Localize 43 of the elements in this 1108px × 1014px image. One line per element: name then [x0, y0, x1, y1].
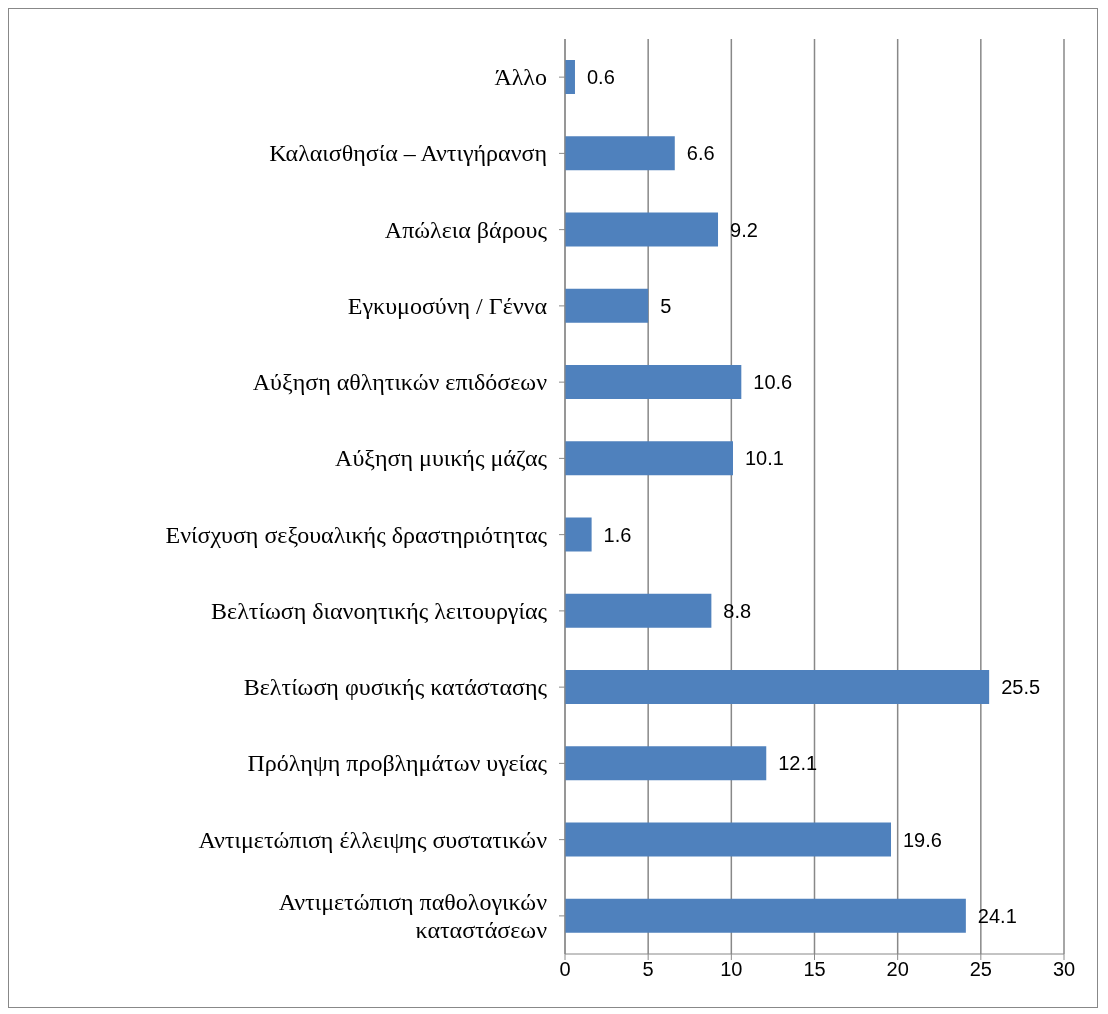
x-tick-label: 25 — [969, 958, 992, 981]
bar — [565, 746, 767, 781]
bar — [565, 288, 649, 323]
bar — [565, 898, 966, 933]
y-tick-label: Πρόληψη προβλημάτων υγείας — [247, 750, 548, 777]
y-tick-label: Καλαισθησία – Αντιγήρανση — [269, 140, 547, 167]
y-tick-label: Αντιμετώπιση παθολογικών καταστάσεων — [278, 888, 548, 943]
bar — [565, 136, 675, 171]
data-label: 0.6 — [586, 66, 615, 89]
x-tick-label: 10 — [720, 958, 743, 981]
data-label: 5 — [660, 294, 672, 317]
bar — [565, 365, 742, 399]
y-tick-label: Απώλεια βάρους — [384, 216, 548, 243]
data-label: 8.8 — [723, 599, 752, 622]
bar — [565, 441, 733, 476]
data-label: 10.1 — [745, 447, 784, 470]
x-tick-label: 15 — [803, 958, 826, 981]
data-label: 1.6 — [603, 523, 632, 546]
x-tick-label: 30 — [1052, 958, 1076, 981]
data-label: 9.2 — [730, 218, 758, 241]
bar — [565, 670, 990, 704]
y-tick-label: Αντιμετώπιση έλλειψης συστατικών — [198, 826, 548, 853]
data-label: 10.6 — [753, 371, 793, 394]
bar — [565, 517, 592, 552]
bar — [565, 212, 719, 247]
y-tick-label: Βελτίωση φυσικής κατάστασης — [243, 674, 548, 701]
x-tick-label: 0 — [559, 958, 571, 981]
bar — [565, 60, 575, 94]
y-tick-label: Εγκυμοσύνη / Γέννα — [347, 292, 548, 319]
y-tick-label: Βελτίωση διανοητικής λειτουργίας — [211, 597, 548, 624]
x-tick-label: 5 — [642, 958, 654, 981]
data-label: 12.1 — [778, 752, 818, 775]
data-label: 19.6 — [903, 828, 942, 851]
y-tick-label: Ενίσχυση σεξουαλικής δραστηριότητας — [165, 521, 548, 548]
y-tick-label: Αύξηση μυικής μάζας — [335, 445, 548, 472]
data-label: 25.5 — [1001, 676, 1041, 699]
bar — [565, 593, 712, 628]
data-label: 6.6 — [686, 142, 715, 165]
data-label: 24.1 — [977, 904, 1017, 927]
y-tick-label: Αύξηση αθλητικών επιδόσεων — [252, 369, 548, 396]
y-tick-label: Άλλο — [494, 64, 547, 91]
x-tick-label: 20 — [886, 958, 909, 981]
bar — [565, 822, 892, 857]
